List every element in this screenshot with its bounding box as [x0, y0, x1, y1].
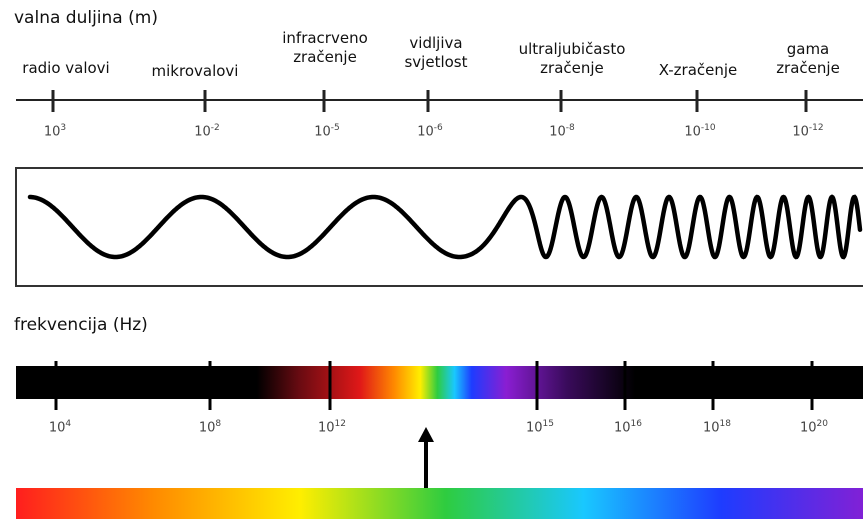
- region-label-gamma: gama zračenje: [776, 40, 840, 77]
- frequency-bar: [16, 366, 863, 399]
- wavelength-tick-label: 10-2: [194, 123, 220, 140]
- wavelength-tick-label: 10-6: [417, 123, 443, 140]
- wavelength-tick-label: 10-5: [314, 123, 340, 140]
- frequency-tick-label: 1020: [800, 419, 828, 436]
- region-label-radio: radio valovi: [22, 59, 110, 77]
- region-label-ultraviolet: ultraljubičasto zračenje: [518, 40, 626, 77]
- region-label-visible: vidljiva svjetlost: [404, 34, 468, 71]
- wave-curve: [27, 194, 863, 260]
- frequency-tick-label: 108: [198, 419, 222, 436]
- visible-arrow-head: [418, 427, 434, 442]
- wavelength-axis-title: valna duljina (m): [14, 8, 158, 28]
- region-label-microwave: mikrovalovi: [151, 62, 239, 80]
- frequency-tick-label: 1016: [614, 419, 642, 436]
- region-label-xray: X-zračenje: [658, 61, 738, 79]
- wavelength-tick-label: 103: [43, 123, 67, 140]
- wavelength-tick-label: 10-10: [684, 123, 716, 140]
- frequency-tick-label: 1012: [318, 419, 346, 436]
- frequency-axis-title: frekvencija (Hz): [14, 315, 148, 335]
- frequency-ticks: [54, 361, 814, 410]
- wavelength-ticks: [51, 90, 808, 112]
- visible-spectrum-bar: [16, 488, 863, 519]
- frequency-tick-label: 104: [48, 419, 72, 436]
- frequency-tick-label: 1015: [526, 419, 554, 436]
- region-label-infrared: infracrveno zračenje: [282, 29, 368, 66]
- wavelength-tick-label: 10-12: [792, 123, 824, 140]
- wavelength-tick-label: 10-8: [549, 123, 575, 140]
- frequency-tick-label: 1018: [703, 419, 731, 436]
